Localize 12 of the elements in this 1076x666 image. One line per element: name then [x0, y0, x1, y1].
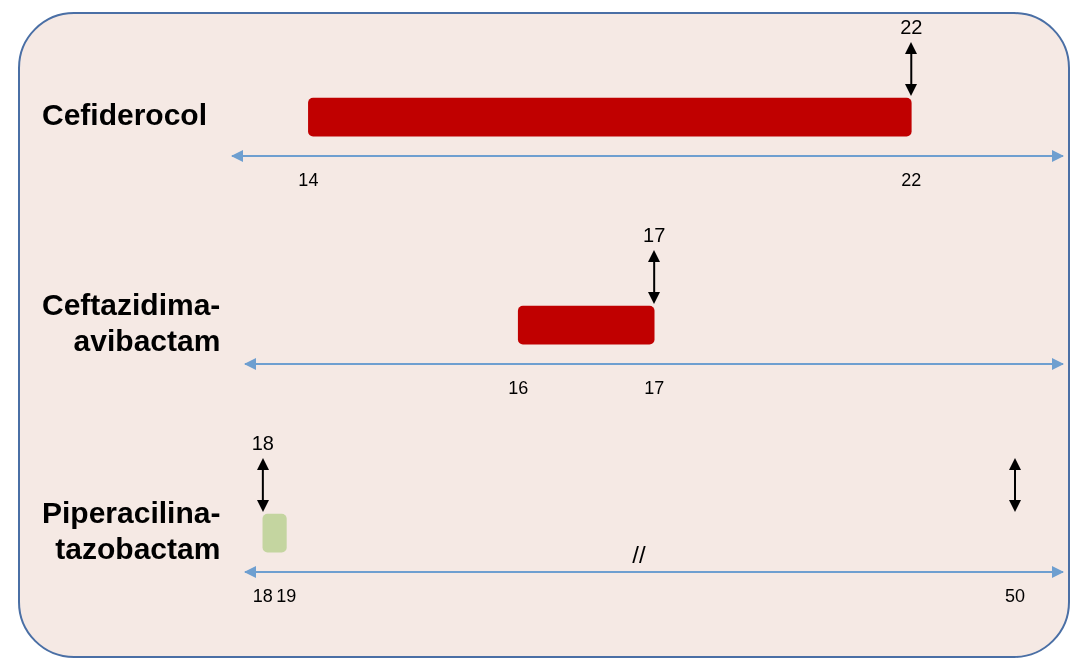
ref-line-label: 17 — [643, 223, 666, 246]
y-tick-label: Ceftazidima-avibactam — [42, 288, 221, 358]
x-tick-label: 19 — [276, 586, 297, 607]
x-tick-label: 50 — [1004, 586, 1026, 607]
ref-line-label: 22 — [900, 15, 923, 38]
x-tick-label: 16 — [508, 378, 529, 399]
ref-line-label: 18 — [251, 431, 274, 454]
x-tick-label: 14 — [298, 170, 319, 191]
annotation: // — [632, 541, 646, 569]
y-tick-label: Piperacilina-tazobactam — [42, 496, 221, 566]
y-tick-label: Cefiderocol — [42, 98, 208, 132]
x-tick-label: 18 — [252, 586, 273, 607]
